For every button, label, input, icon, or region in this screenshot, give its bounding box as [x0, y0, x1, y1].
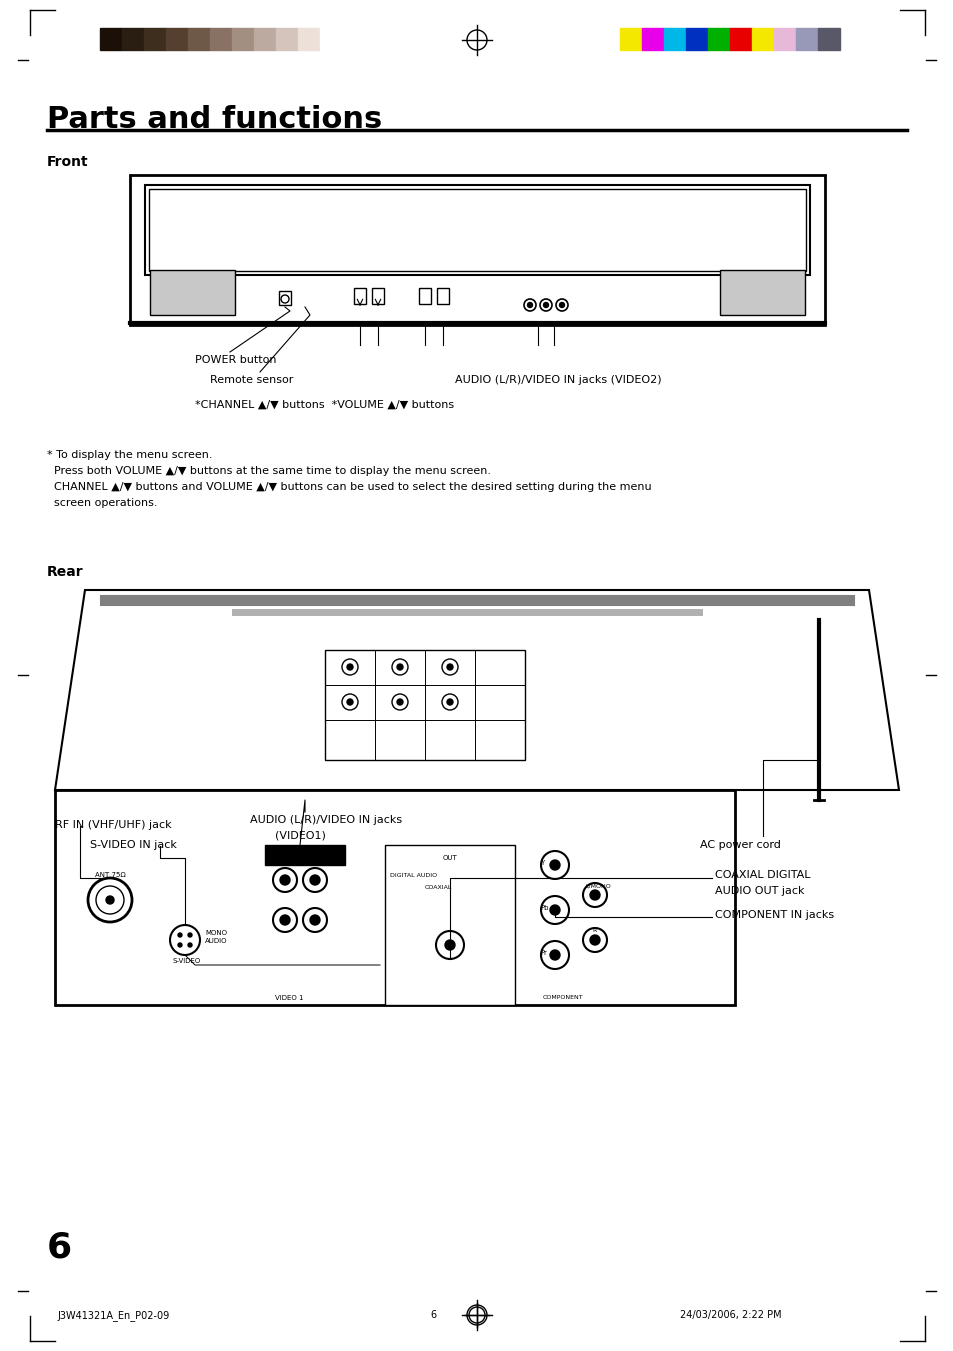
Circle shape [106, 896, 113, 904]
Bar [55, 790, 734, 1005]
Circle shape [188, 934, 192, 938]
Text: ANT 75Ω: ANT 75Ω [95, 871, 126, 878]
Text: Remote sensor: Remote sensor [210, 376, 294, 385]
Text: IN: IN [296, 855, 303, 861]
Text: MONO: MONO [205, 929, 227, 936]
Circle shape [444, 940, 455, 950]
Text: AUDIO: AUDIO [205, 938, 227, 944]
Bar [144, 28, 166, 50]
Circle shape [396, 663, 402, 670]
Bar [720, 270, 804, 315]
Bar [166, 28, 188, 50]
Text: Pr: Pr [539, 950, 546, 957]
Bar [418, 288, 431, 304]
Bar [297, 28, 319, 50]
Circle shape [178, 934, 182, 938]
Circle shape [558, 303, 564, 308]
Bar [729, 28, 751, 50]
Polygon shape [55, 590, 898, 790]
Bar [319, 28, 341, 50]
Text: AUDIO (L/R)/VIDEO IN jacks (VIDEO2): AUDIO (L/R)/VIDEO IN jacks (VIDEO2) [455, 376, 661, 385]
Text: VIDEO 1: VIDEO 1 [274, 994, 303, 1001]
Text: Front: Front [47, 155, 89, 169]
Text: RF IN (VHF/UHF) jack: RF IN (VHF/UHF) jack [55, 820, 172, 830]
Bar [641, 28, 663, 50]
Bar [265, 844, 345, 865]
Circle shape [550, 861, 559, 870]
Bar [150, 270, 234, 315]
Bar [149, 189, 805, 272]
Bar [232, 28, 253, 50]
Text: COMPONENT IN jacks: COMPONENT IN jacks [714, 911, 833, 920]
Text: *CHANNEL ▲/▼ buttons  *VOLUME ▲/▼ buttons: *CHANNEL ▲/▼ buttons *VOLUME ▲/▼ buttons [194, 400, 454, 409]
Circle shape [310, 875, 319, 885]
Bar [210, 28, 232, 50]
Text: Rear: Rear [47, 565, 84, 580]
Text: COAXIAL DIGITAL: COAXIAL DIGITAL [714, 870, 810, 880]
Bar [685, 28, 707, 50]
Circle shape [543, 303, 548, 308]
Text: 6: 6 [430, 1310, 436, 1320]
Circle shape [527, 303, 532, 308]
Circle shape [280, 875, 290, 885]
Text: R: R [592, 928, 596, 934]
Bar [188, 28, 210, 50]
Text: 24/03/2006, 2:22 PM: 24/03/2006, 2:22 PM [679, 1310, 781, 1320]
Text: S-VIDEO: S-VIDEO [172, 958, 201, 965]
Circle shape [550, 905, 559, 915]
Bar [278, 290, 291, 305]
Text: * To display the menu screen.: * To display the menu screen. [47, 450, 213, 459]
Text: CHANNEL ▲/▼ buttons and VOLUME ▲/▼ buttons can be used to select the desired set: CHANNEL ▲/▼ buttons and VOLUME ▲/▼ butto… [47, 482, 651, 492]
Bar [145, 185, 809, 276]
Circle shape [347, 663, 353, 670]
Bar [751, 28, 773, 50]
Bar [795, 28, 817, 50]
Text: 6: 6 [47, 1229, 72, 1265]
Text: COMPONENT: COMPONENT [542, 994, 583, 1000]
Bar [663, 28, 685, 50]
Text: screen operations.: screen operations. [47, 499, 157, 508]
Text: J3W41321A_En_P02-09: J3W41321A_En_P02-09 [57, 1310, 169, 1321]
Text: OUT: OUT [442, 855, 456, 861]
Text: S-VIDEO IN jack: S-VIDEO IN jack [90, 840, 176, 850]
Circle shape [589, 890, 599, 900]
Circle shape [396, 698, 402, 705]
Text: Pb: Pb [539, 905, 548, 911]
Text: AC power cord: AC power cord [700, 840, 781, 850]
Bar [707, 28, 729, 50]
Bar [325, 650, 524, 761]
Bar [122, 28, 144, 50]
Circle shape [347, 698, 353, 705]
Bar [100, 28, 122, 50]
Text: AUDIO (L/R)/VIDEO IN jacks: AUDIO (L/R)/VIDEO IN jacks [250, 815, 402, 825]
Text: COAXIAL: COAXIAL [424, 885, 452, 890]
Text: Parts and functions: Parts and functions [47, 105, 382, 134]
Text: Press both VOLUME ▲/▼ buttons at the same time to display the menu screen.: Press both VOLUME ▲/▼ buttons at the sam… [47, 466, 491, 476]
Text: DIGITAL AUDIO: DIGITAL AUDIO [390, 873, 436, 878]
Text: AUDIO OUT jack: AUDIO OUT jack [714, 886, 803, 896]
Text: L/MONO: L/MONO [584, 884, 610, 888]
Bar [253, 28, 275, 50]
Bar [436, 288, 449, 304]
Circle shape [310, 915, 319, 925]
Circle shape [447, 698, 453, 705]
Bar [275, 28, 297, 50]
Text: POWER button: POWER button [194, 355, 276, 365]
Text: (VIDEO1): (VIDEO1) [274, 831, 326, 842]
Circle shape [280, 915, 290, 925]
Circle shape [550, 950, 559, 961]
Bar [385, 844, 515, 1005]
Bar [372, 288, 384, 304]
Bar [817, 28, 840, 50]
Circle shape [178, 943, 182, 947]
Circle shape [447, 663, 453, 670]
Text: Y: Y [539, 861, 543, 866]
Bar [354, 288, 366, 304]
Bar [619, 28, 641, 50]
Bar [130, 176, 824, 326]
Circle shape [188, 943, 192, 947]
Bar [773, 28, 795, 50]
Circle shape [589, 935, 599, 944]
